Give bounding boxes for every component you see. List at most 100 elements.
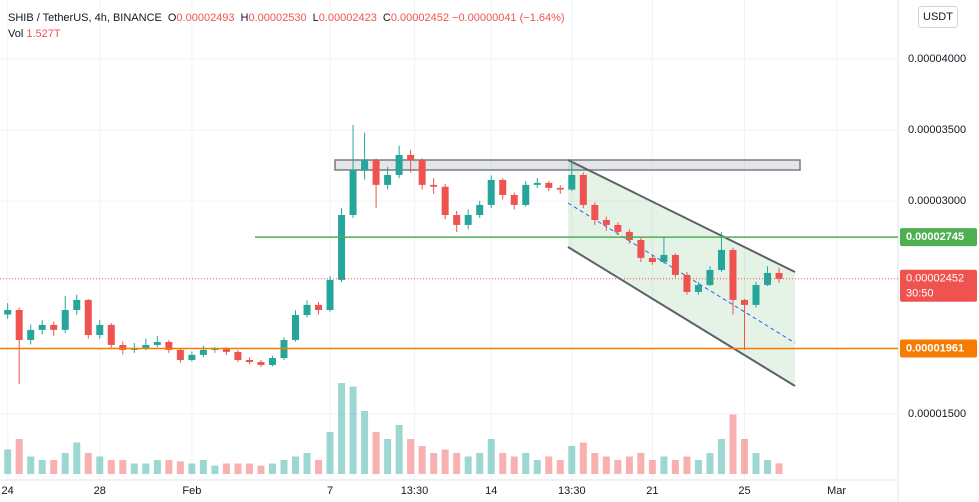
- body: [729, 249, 737, 300]
- last-price-label: 0.00002452: [906, 273, 964, 285]
- volume-bar: [107, 460, 115, 474]
- body: [418, 159, 426, 185]
- symbol: SHIB / TetherUS, 4h, BINANCE: [8, 12, 162, 24]
- body: [556, 187, 564, 190]
- body: [648, 257, 656, 263]
- body: [395, 154, 403, 175]
- volume-bar: [338, 383, 346, 474]
- body: [96, 324, 104, 336]
- volume-bar: [740, 439, 748, 474]
- ohlc-value: 0.00002493: [176, 12, 235, 24]
- volume-bar: [245, 463, 253, 474]
- ohlc-value: 0.00002530: [248, 12, 307, 24]
- body: [291, 314, 299, 340]
- body: [199, 349, 207, 355]
- x-tick-label: Feb: [182, 485, 201, 497]
- volume-bar: [648, 460, 656, 474]
- body: [545, 182, 553, 188]
- body: [384, 174, 392, 185]
- body: [522, 184, 530, 205]
- body: [591, 204, 599, 220]
- x-tick-label: 25: [738, 485, 750, 497]
- volume-bar: [499, 453, 507, 474]
- body: [372, 159, 380, 185]
- ohlc-key: O: [167, 12, 177, 24]
- body: [671, 254, 679, 275]
- body: [211, 348, 219, 350]
- volume-bar: [522, 453, 530, 474]
- volume-bar: [73, 442, 81, 474]
- ohlc-key: H: [240, 12, 249, 24]
- countdown: 30:50: [906, 288, 934, 300]
- body: [706, 269, 714, 286]
- body: [61, 310, 69, 330]
- body: [119, 344, 127, 350]
- body: [326, 279, 334, 311]
- body: [660, 254, 668, 263]
- volume-key: Vol: [8, 28, 24, 40]
- volume-bar: [291, 456, 299, 474]
- body: [694, 285, 702, 292]
- volume-bar: [188, 463, 196, 474]
- body: [579, 174, 587, 205]
- volume-bar: [533, 460, 541, 474]
- volume-bar: [430, 453, 438, 474]
- body: [188, 354, 196, 360]
- price-label: 0.00002745: [906, 231, 964, 243]
- last-price-box: [900, 269, 977, 302]
- body: [361, 159, 369, 170]
- body: [683, 274, 691, 292]
- volume-bar: [625, 456, 633, 474]
- currency-button[interactable]: USDT: [918, 6, 958, 28]
- body: [257, 361, 265, 365]
- body: [476, 204, 484, 216]
- price-label-box: [900, 339, 977, 358]
- body: [50, 324, 58, 330]
- body: [752, 285, 760, 305]
- volume-bar: [61, 453, 69, 474]
- volume-bar: [510, 456, 518, 474]
- body: [15, 310, 23, 340]
- ohlc: O0.00002493 H0.00002530 L0.00002423 C0.0000…: [162, 12, 449, 24]
- channel-mid: [567, 202, 796, 344]
- x-tick-label: 28: [94, 485, 106, 497]
- body: [27, 329, 35, 340]
- body: [4, 310, 12, 315]
- body: [153, 341, 161, 345]
- x-tick-label: Mar: [827, 485, 846, 497]
- volume-bar: [27, 456, 35, 474]
- body: [338, 215, 346, 280]
- volume-bar: [303, 453, 311, 474]
- volume-bar: [211, 465, 219, 474]
- volume-layer: [4, 383, 783, 474]
- price-label-box: [900, 228, 977, 247]
- volume-bar: [326, 432, 334, 474]
- volume-bar: [407, 439, 415, 474]
- body: [142, 344, 150, 348]
- y-tick-label: 0.00003000: [908, 195, 966, 207]
- body: [73, 299, 81, 311]
- volume-bar: [15, 439, 23, 474]
- candles: [4, 124, 783, 385]
- x-tick-label: 14: [485, 485, 497, 497]
- volume-bar: [418, 446, 426, 474]
- body: [453, 215, 461, 225]
- x-tick-label: 24: [2, 485, 14, 497]
- body: [268, 358, 276, 365]
- volume-bar: [153, 460, 161, 474]
- volume-bar: [257, 465, 265, 474]
- volume-bar: [96, 456, 104, 474]
- body: [38, 324, 46, 330]
- x-tick-label: 13:30: [558, 485, 586, 497]
- body: [637, 240, 645, 258]
- volume-bar: [453, 453, 461, 474]
- volume-bar: [568, 446, 576, 474]
- axes: 0.00004000 0.00003500 0.00003000 0.00001500…: [2, 53, 967, 497]
- y-tick-label: 0.00004000: [908, 53, 966, 65]
- volume-bar: [637, 453, 645, 474]
- volume-bar: [361, 411, 369, 474]
- body: [349, 169, 357, 216]
- body: [407, 154, 415, 160]
- volume-bar: [176, 461, 184, 474]
- volume-bar: [372, 432, 380, 474]
